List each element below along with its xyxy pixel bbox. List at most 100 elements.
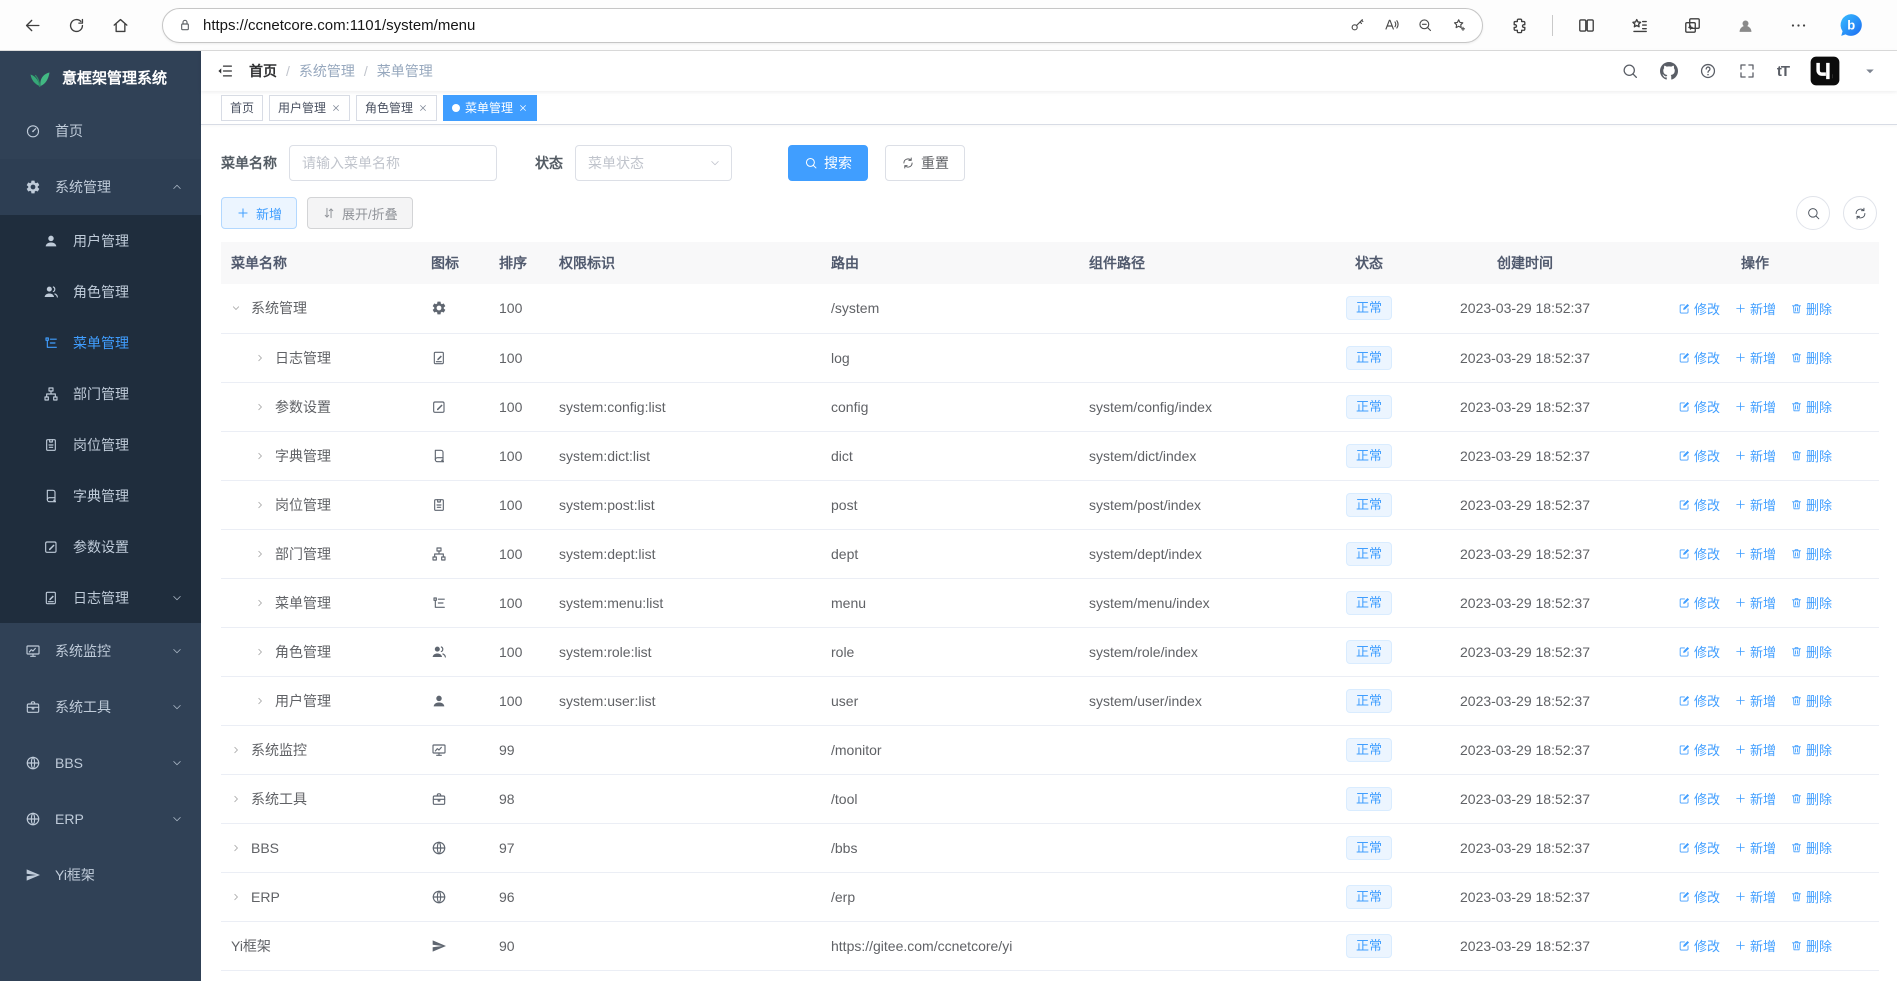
delete-action[interactable]: 删除 [1790,691,1832,710]
edit-action[interactable]: 修改 [1678,544,1720,563]
edit-action[interactable]: 修改 [1678,397,1720,416]
sidebar-item-2[interactable]: 系统监控 [0,623,201,679]
delete-action[interactable]: 删除 [1790,936,1832,955]
sidebar-item-1[interactable]: 系统管理 [0,159,201,215]
zoom-out-button[interactable] [1408,10,1442,40]
delete-action[interactable]: 删除 [1790,789,1832,808]
close-tab-icon[interactable] [331,103,341,113]
delete-action[interactable]: 删除 [1790,740,1832,759]
add-action[interactable]: 新增 [1734,348,1776,367]
status-select[interactable]: 菜单状态 [575,145,732,181]
show-search-button[interactable] [1796,196,1830,230]
add-action[interactable]: 新增 [1734,446,1776,465]
edit-action[interactable]: 修改 [1678,642,1720,661]
help-button[interactable] [1699,62,1717,80]
add-action[interactable]: 新增 [1734,838,1776,857]
expand-row-icon[interactable] [255,549,275,559]
close-tab-icon[interactable] [418,103,428,113]
delete-action[interactable]: 删除 [1790,544,1832,563]
expand-row-icon[interactable] [231,892,251,902]
read-aloud-button[interactable] [1374,10,1408,40]
add-action[interactable]: 新增 [1734,887,1776,906]
edit-action[interactable]: 修改 [1678,593,1720,612]
sidebar-fold-button[interactable] [201,51,249,91]
fullscreen-button[interactable] [1738,62,1756,80]
tab-1[interactable]: 用户管理 [269,94,351,121]
add-action[interactable]: 新增 [1734,397,1776,416]
browser-home-button[interactable] [98,5,142,45]
edit-action[interactable]: 修改 [1678,691,1720,710]
sidebar-item-6[interactable]: Yi框架 [0,847,201,903]
sidebar-item-3[interactable]: 系统工具 [0,679,201,735]
collapse-row-icon[interactable] [231,303,251,313]
delete-action[interactable]: 删除 [1790,642,1832,661]
sidebar-subitem-1-2[interactable]: 菜单管理 [0,317,201,368]
browser-settings-button[interactable] [1778,5,1818,45]
bing-chat-button[interactable]: b [1831,5,1871,45]
refresh-table-button[interactable] [1843,196,1877,230]
tab-2[interactable]: 角色管理 [356,94,438,121]
delete-action[interactable]: 删除 [1790,348,1832,367]
edit-action[interactable]: 修改 [1678,299,1720,318]
expand-row-icon[interactable] [255,451,275,461]
browser-back-button[interactable] [10,5,54,45]
sidebar-subitem-1-4[interactable]: 岗位管理 [0,419,201,470]
edit-action[interactable]: 修改 [1678,789,1720,808]
extensions-button[interactable] [1499,5,1539,45]
header-search-button[interactable] [1621,62,1639,80]
favorite-button[interactable] [1442,10,1476,40]
add-action[interactable]: 新增 [1734,691,1776,710]
add-action[interactable]: 新增 [1734,593,1776,612]
expand-row-icon[interactable] [255,500,275,510]
delete-action[interactable]: 删除 [1790,887,1832,906]
sidebar-subitem-1-7[interactable]: 日志管理 [0,572,201,623]
expand-row-icon[interactable] [255,647,275,657]
add-action[interactable]: 新增 [1734,936,1776,955]
delete-action[interactable]: 删除 [1790,838,1832,857]
expand-row-icon[interactable] [231,843,251,853]
expand-row-icon[interactable] [255,353,275,363]
avatar-dropdown-caret[interactable] [1861,62,1879,80]
reset-button[interactable]: 重置 [885,145,965,181]
close-tab-icon[interactable] [518,103,528,113]
browser-refresh-button[interactable] [54,5,98,45]
github-link-button[interactable] [1659,62,1678,80]
edit-action[interactable]: 修改 [1678,838,1720,857]
expand-row-icon[interactable] [231,745,251,755]
add-action[interactable]: 新增 [1734,642,1776,661]
collections-button[interactable] [1672,5,1712,45]
expand-row-icon[interactable] [255,696,275,706]
add-button[interactable]: 新增 [221,197,298,229]
search-button[interactable]: 搜索 [788,145,868,181]
edit-action[interactable]: 修改 [1678,740,1720,759]
tab-0[interactable]: 首页 [221,94,264,121]
add-action[interactable]: 新增 [1734,544,1776,563]
edit-action[interactable]: 修改 [1678,446,1720,465]
add-action[interactable]: 新增 [1734,789,1776,808]
delete-action[interactable]: 删除 [1790,299,1832,318]
sidebar-item-5[interactable]: ERP [0,791,201,847]
expand-row-icon[interactable] [255,402,275,412]
browser-profile-button[interactable] [1725,5,1765,45]
user-avatar[interactable] [1810,56,1840,86]
delete-action[interactable]: 删除 [1790,397,1832,416]
edit-action[interactable]: 修改 [1678,495,1720,514]
sidebar-item-0[interactable]: 首页 [0,103,201,159]
add-action[interactable]: 新增 [1734,740,1776,759]
favorites-button[interactable] [1619,5,1659,45]
expand-row-icon[interactable] [231,794,251,804]
add-action[interactable]: 新增 [1734,299,1776,318]
add-action[interactable]: 新增 [1734,495,1776,514]
sidebar-subitem-1-6[interactable]: 参数设置 [0,521,201,572]
delete-action[interactable]: 删除 [1790,446,1832,465]
delete-action[interactable]: 删除 [1790,593,1832,612]
tab-3[interactable]: 菜单管理 [443,94,538,121]
sidebar-subitem-1-1[interactable]: 角色管理 [0,266,201,317]
edit-action[interactable]: 修改 [1678,936,1720,955]
font-size-button[interactable]: tT [1776,62,1790,80]
sidebar-item-4[interactable]: BBS [0,735,201,791]
password-button[interactable] [1340,10,1374,40]
breadcrumb-item-0[interactable]: 首页 [249,63,277,79]
expand-collapse-button[interactable]: 展开/折叠 [307,197,413,229]
split-screen-button[interactable] [1566,5,1606,45]
